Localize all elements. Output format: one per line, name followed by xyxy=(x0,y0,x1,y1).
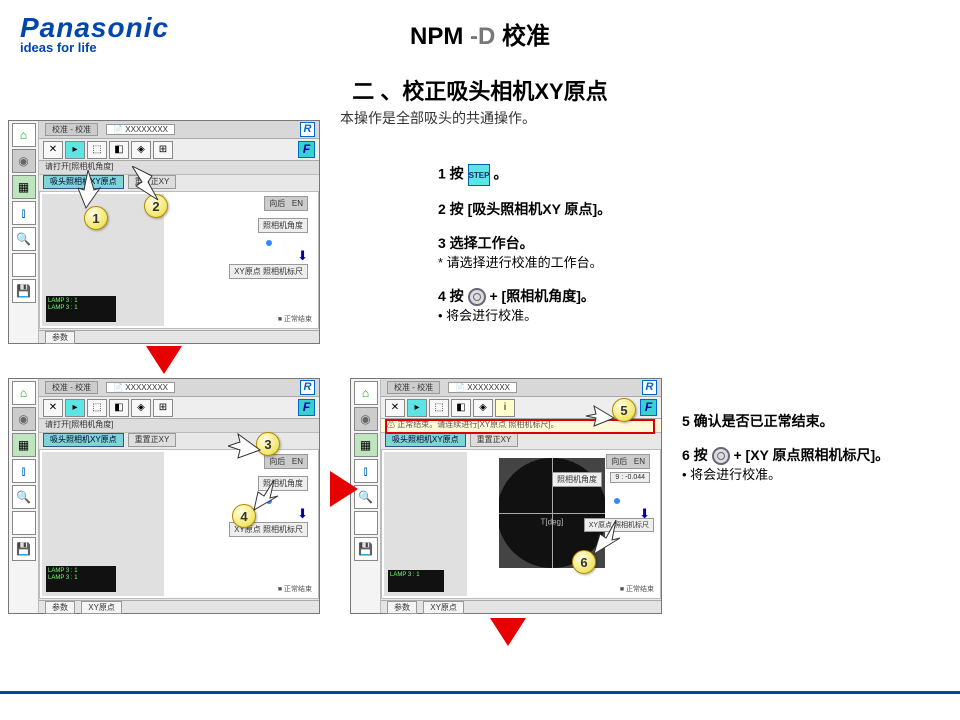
search-icon[interactable]: 🔍 xyxy=(12,227,36,251)
r-badge: R xyxy=(642,380,657,395)
blank-icon[interactable] xyxy=(354,511,378,535)
section-note: 本操作是全部吸头的共通操作。 xyxy=(340,108,536,128)
sub-header: 请打开[照相机角度] xyxy=(39,419,319,433)
instruction-steps-1-4: 1 按 STEP 。 2 按 [吸头照相机XY 原点]。 3 选择工作台。 * … xyxy=(438,164,688,340)
swirl-icon[interactable]: ◉ xyxy=(12,407,36,431)
blank-icon[interactable] xyxy=(12,253,36,277)
step-btn[interactable]: ▸ xyxy=(65,141,85,159)
tool-btn[interactable]: ✕ xyxy=(43,141,63,159)
step-icon: STEP xyxy=(468,164,490,186)
search-icon[interactable]: 🔍 xyxy=(12,485,36,509)
module-icon[interactable]: ▦ xyxy=(12,433,36,457)
tab-row: 吸头照相机XY原点 重置正XY xyxy=(381,433,661,449)
tool-btn[interactable]: ✕ xyxy=(43,399,63,417)
target-icon xyxy=(712,447,730,465)
lamp-readout: LAMP 3 : 1LAMP 3 : 1 xyxy=(46,296,116,322)
xy-scale-btn[interactable]: XY原点 照相机标尺 xyxy=(229,264,308,279)
step-4: 4 按 + [照相机角度]。 • 将会进行校准。 xyxy=(438,287,688,326)
side-toolbar: ⌂ ◉ ▦ ⫾ 🔍 💾 xyxy=(9,121,39,343)
footer-bar: 参数 xyxy=(39,330,319,343)
flow-arrow-icon xyxy=(490,618,526,646)
tool-btn[interactable]: ⊞ xyxy=(153,141,173,159)
tab-xy-origin[interactable]: 吸头照相机XY原点 xyxy=(43,433,124,447)
tab-xy-origin[interactable]: 吸头照相机XY原点 xyxy=(385,433,466,447)
info-btn[interactable]: i xyxy=(495,399,515,417)
step-2: 2 按 [吸头照相机XY 原点]。 xyxy=(438,200,688,220)
tool-btn[interactable]: ◈ xyxy=(473,399,493,417)
section-title: 二 、校正吸头相机XY原点 xyxy=(352,74,607,106)
tool-btn[interactable]: ◈ xyxy=(131,399,151,417)
disk-icon[interactable]: 💾 xyxy=(12,279,36,303)
footer-bar: 参数 XY原点 xyxy=(381,600,661,613)
pointer-arrow xyxy=(592,520,626,556)
pointer-arrow xyxy=(252,480,286,512)
camera-angle-btn[interactable]: 照相机角度 xyxy=(552,472,602,487)
main-area: 向后 EN 照相机角度 ⬇ XY原点 照相机标尺 LAMP 3 : 1LAMP … xyxy=(39,449,319,599)
tool-btn[interactable]: ⬚ xyxy=(87,141,107,159)
home-icon[interactable]: ⌂ xyxy=(12,123,36,147)
window-titlebar: 校准 - 校准 📄 XXXXXXXX R xyxy=(381,379,661,397)
window-titlebar: 校准 - 校准 📄 XXXXXXXX R xyxy=(39,121,319,139)
toolbar: ✕ ▸ ⬚ ◧ ◈ ⊞ F xyxy=(39,397,319,419)
chart-icon[interactable]: ⫾ xyxy=(12,201,36,225)
pointer-arrow xyxy=(132,166,166,202)
toolbar: ✕ ▸ ⬚ ◧ ◈ ⊞ F xyxy=(39,139,319,161)
logo: Panasonic ideas for life xyxy=(20,12,169,55)
tool-btn[interactable]: ◧ xyxy=(109,399,129,417)
step-btn[interactable]: ▸ xyxy=(407,399,427,417)
tool-btn[interactable]: ⬚ xyxy=(429,399,449,417)
target-icon xyxy=(468,288,486,306)
flow-arrow-icon xyxy=(330,471,358,507)
home-icon[interactable]: ⌂ xyxy=(354,381,378,405)
disk-icon[interactable]: 💾 xyxy=(12,537,36,561)
tab-reset-xy[interactable]: 重置正XY xyxy=(470,433,519,447)
tool-btn[interactable]: ◧ xyxy=(451,399,471,417)
tool-btn[interactable]: ✕ xyxy=(385,399,405,417)
lamp-readout: LAMP 3 : 1LAMP 3 : 1 xyxy=(46,566,116,592)
step-3: 3 选择工作台。 * 请选择进行校准的工作台。 xyxy=(438,234,688,273)
tool-btn[interactable]: ◧ xyxy=(109,141,129,159)
f-badge: F xyxy=(640,399,657,416)
swirl-icon[interactable]: ◉ xyxy=(12,149,36,173)
pointer-arrow xyxy=(586,404,616,428)
main-area: 向后 EN 照相机角度 ⬇ XY原点 照相机标尺 LAMP 3 : 1LAMP … xyxy=(39,191,319,329)
status-text: ■ 正常结束 xyxy=(620,584,654,594)
step-5: 5 确认是否已正常结束。 xyxy=(682,412,957,432)
disk-icon[interactable]: 💾 xyxy=(354,537,378,561)
footer-divider xyxy=(0,691,960,694)
step-1: 1 按 STEP 。 xyxy=(438,164,688,186)
swirl-icon[interactable]: ◉ xyxy=(354,407,378,431)
screenshot-panel-1: ⌂ ◉ ▦ ⫾ 🔍 💾 校准 - 校准 📄 XXXXXXXX R ✕ ▸ ⬚ ◧… xyxy=(8,120,320,344)
module-icon[interactable]: ▦ xyxy=(354,433,378,457)
module-icon[interactable]: ▦ xyxy=(12,175,36,199)
step-btn[interactable]: ▸ xyxy=(65,399,85,417)
pointer-arrow xyxy=(78,170,108,210)
page-title: NPM -D 校准 xyxy=(410,16,550,51)
step-6: 6 按 + [XY 原点照相机标尺]。 • 将会进行校准。 xyxy=(682,446,957,485)
tool-btn[interactable]: ◈ xyxy=(131,141,151,159)
pointer-arrow xyxy=(228,432,262,460)
window-titlebar: 校准 - 校准 📄 XXXXXXXX R xyxy=(39,379,319,397)
instruction-steps-5-6: 5 确认是否已正常结束。 6 按 + [XY 原点照相机标尺]。 • 将会进行校… xyxy=(682,412,957,499)
chart-icon[interactable]: ⫾ xyxy=(12,459,36,483)
r-badge: R xyxy=(300,380,315,395)
camera-angle-btn[interactable]: 照相机角度 xyxy=(258,218,308,233)
footer-bar: 参数 XY原点 xyxy=(39,600,319,613)
f-badge: F xyxy=(298,141,315,158)
flow-arrow-icon xyxy=(146,346,182,374)
tool-btn[interactable]: ⊞ xyxy=(153,399,173,417)
tool-btn[interactable]: ⬚ xyxy=(87,399,107,417)
side-toolbar: ⌂ ◉ ▦ ⫾ 🔍 💾 xyxy=(9,379,39,613)
status-text: ■ 正常结束 xyxy=(278,584,312,594)
f-badge: F xyxy=(298,399,315,416)
blank-icon[interactable] xyxy=(12,511,36,535)
tab-reset-xy[interactable]: 重置正XY xyxy=(128,433,177,447)
status-text: ■ 正常结束 xyxy=(278,314,312,324)
home-icon[interactable]: ⌂ xyxy=(12,381,36,405)
r-badge: R xyxy=(300,122,315,137)
